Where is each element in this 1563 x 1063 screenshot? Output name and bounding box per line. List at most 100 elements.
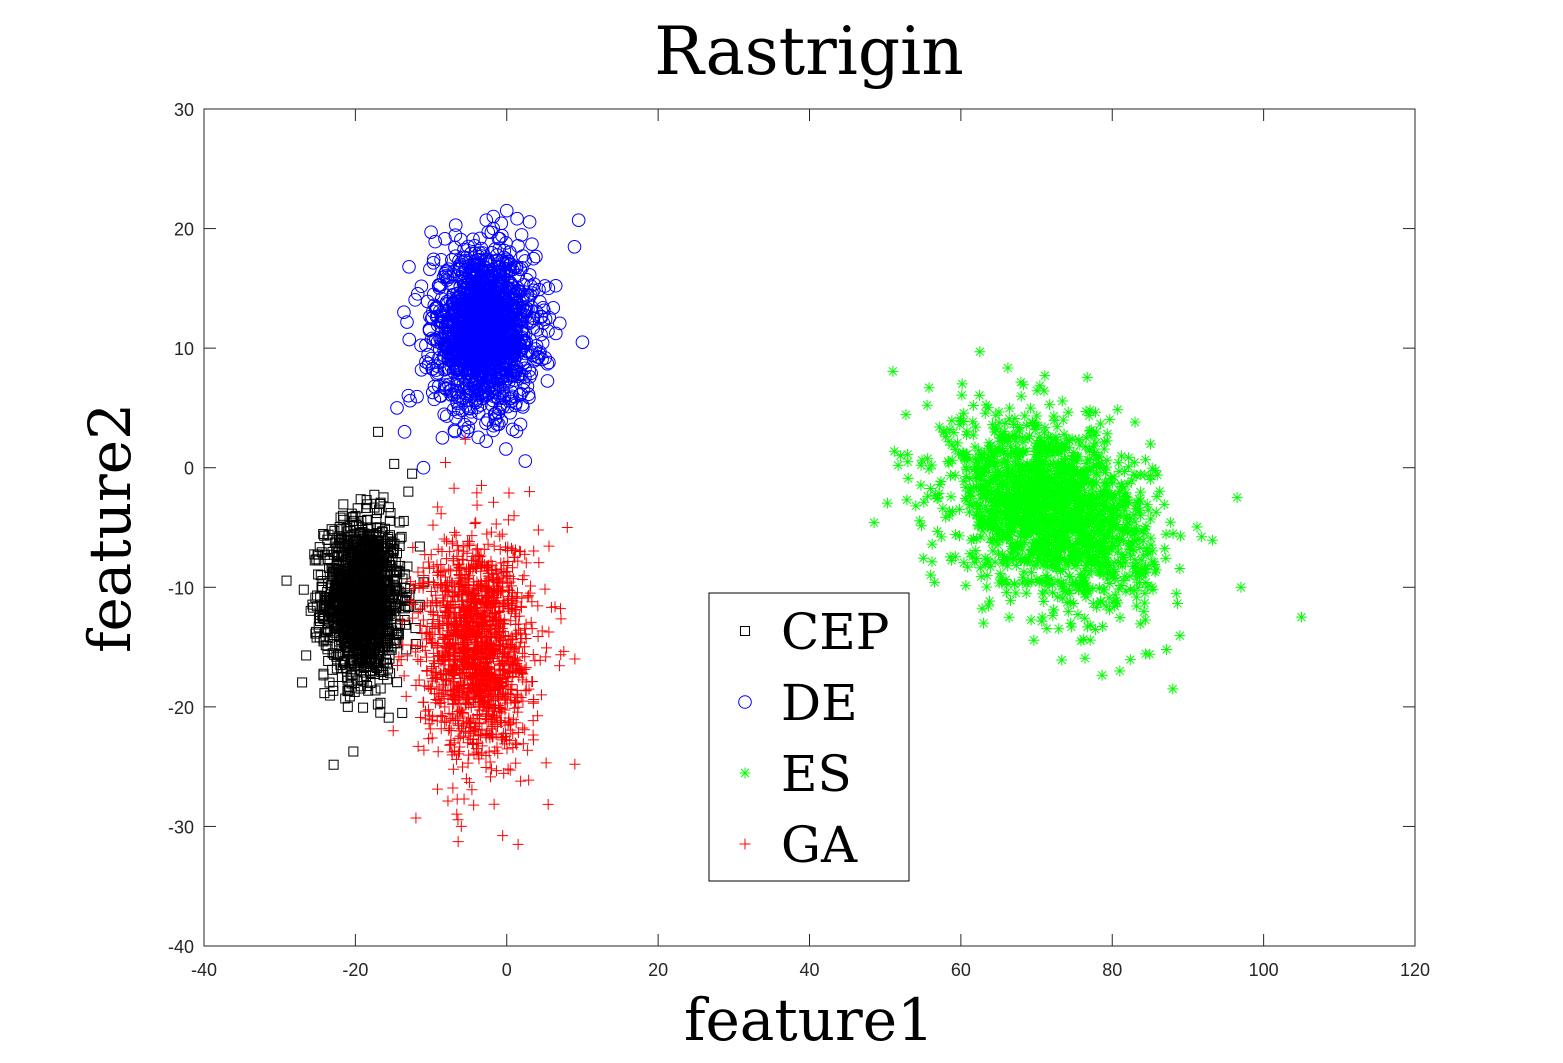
data-point	[1167, 683, 1179, 695]
data-point	[993, 534, 1005, 546]
data-point	[1172, 597, 1184, 609]
data-point	[978, 480, 990, 492]
data-point	[357, 598, 368, 609]
data-point	[1131, 561, 1143, 573]
data-point	[402, 332, 417, 347]
data-point	[1008, 480, 1020, 492]
data-point	[1129, 416, 1141, 428]
data-point	[1047, 449, 1059, 461]
data-point	[1057, 469, 1069, 481]
data-point	[1062, 606, 1074, 618]
data-point	[1039, 585, 1051, 597]
data-point	[923, 382, 935, 394]
data-point	[397, 425, 412, 439]
data-point	[320, 640, 331, 651]
data-point	[344, 563, 355, 574]
data-point	[1052, 459, 1064, 471]
data-point	[348, 632, 359, 643]
data-point	[426, 252, 441, 267]
data-point	[997, 497, 1009, 509]
data-point	[981, 581, 993, 593]
data-point	[368, 586, 379, 597]
data-point	[926, 538, 938, 550]
data-point	[401, 388, 416, 403]
data-point	[361, 495, 372, 506]
data-point	[972, 503, 984, 515]
data-point	[1079, 484, 1091, 496]
data-point	[1113, 465, 1125, 477]
data-point	[1048, 511, 1060, 523]
data-point	[479, 434, 494, 448]
data-point	[552, 316, 567, 331]
data-point	[997, 470, 1009, 482]
data-point	[1054, 531, 1066, 543]
data-point	[575, 335, 590, 349]
data-point	[513, 417, 528, 432]
data-point	[983, 595, 995, 607]
data-point	[1098, 584, 1110, 596]
data-point	[1010, 435, 1022, 447]
data-point	[1100, 600, 1112, 612]
data-point	[1065, 617, 1077, 629]
data-point	[368, 579, 379, 590]
data-point	[1042, 481, 1054, 493]
series-de	[390, 203, 590, 475]
data-point	[525, 237, 539, 251]
data-point	[971, 553, 983, 565]
data-point	[463, 411, 478, 426]
data-point	[328, 759, 339, 770]
data-point	[1033, 450, 1045, 462]
data-point	[319, 614, 330, 625]
data-point	[1175, 530, 1187, 542]
data-point	[1011, 442, 1023, 454]
data-point	[1093, 451, 1105, 463]
data-point	[308, 602, 319, 613]
data-point	[1062, 406, 1074, 418]
data-point	[358, 672, 369, 683]
data-point	[395, 560, 406, 571]
data-point	[511, 238, 525, 253]
data-point	[529, 249, 543, 264]
data-point	[961, 426, 973, 438]
data-point	[993, 577, 1005, 589]
data-point	[970, 421, 982, 433]
data-point	[414, 541, 425, 552]
data-point	[361, 566, 372, 577]
data-point	[1040, 499, 1052, 511]
data-point	[1140, 454, 1152, 466]
data-point	[1070, 539, 1082, 551]
data-point	[995, 507, 1007, 519]
data-point	[1026, 417, 1038, 429]
data-point	[1000, 518, 1012, 530]
data-point	[375, 707, 386, 718]
data-point	[945, 491, 957, 503]
data-point	[1022, 485, 1033, 497]
data-point	[1167, 528, 1179, 540]
data-point	[1048, 410, 1060, 422]
data-point	[1076, 503, 1088, 515]
data-point	[1131, 496, 1143, 508]
data-point	[1083, 410, 1095, 422]
data-point	[1120, 585, 1132, 597]
data-point	[358, 702, 369, 713]
data-point	[1028, 634, 1040, 646]
data-point	[448, 249, 463, 263]
data-point	[311, 632, 322, 643]
data-point	[1135, 510, 1147, 522]
data-point	[509, 424, 524, 439]
data-point	[1145, 470, 1157, 482]
data-point	[335, 512, 346, 523]
data-point	[1010, 587, 1022, 599]
data-point	[979, 559, 991, 571]
data-point	[397, 707, 408, 718]
data-point	[1129, 456, 1141, 468]
data-point	[318, 670, 329, 681]
data-point	[1097, 485, 1109, 497]
data-point	[1002, 362, 1014, 374]
data-point	[1005, 594, 1017, 606]
data-point	[1074, 439, 1086, 451]
data-point	[357, 522, 368, 533]
data-point	[549, 326, 563, 341]
data-point	[1038, 443, 1050, 455]
